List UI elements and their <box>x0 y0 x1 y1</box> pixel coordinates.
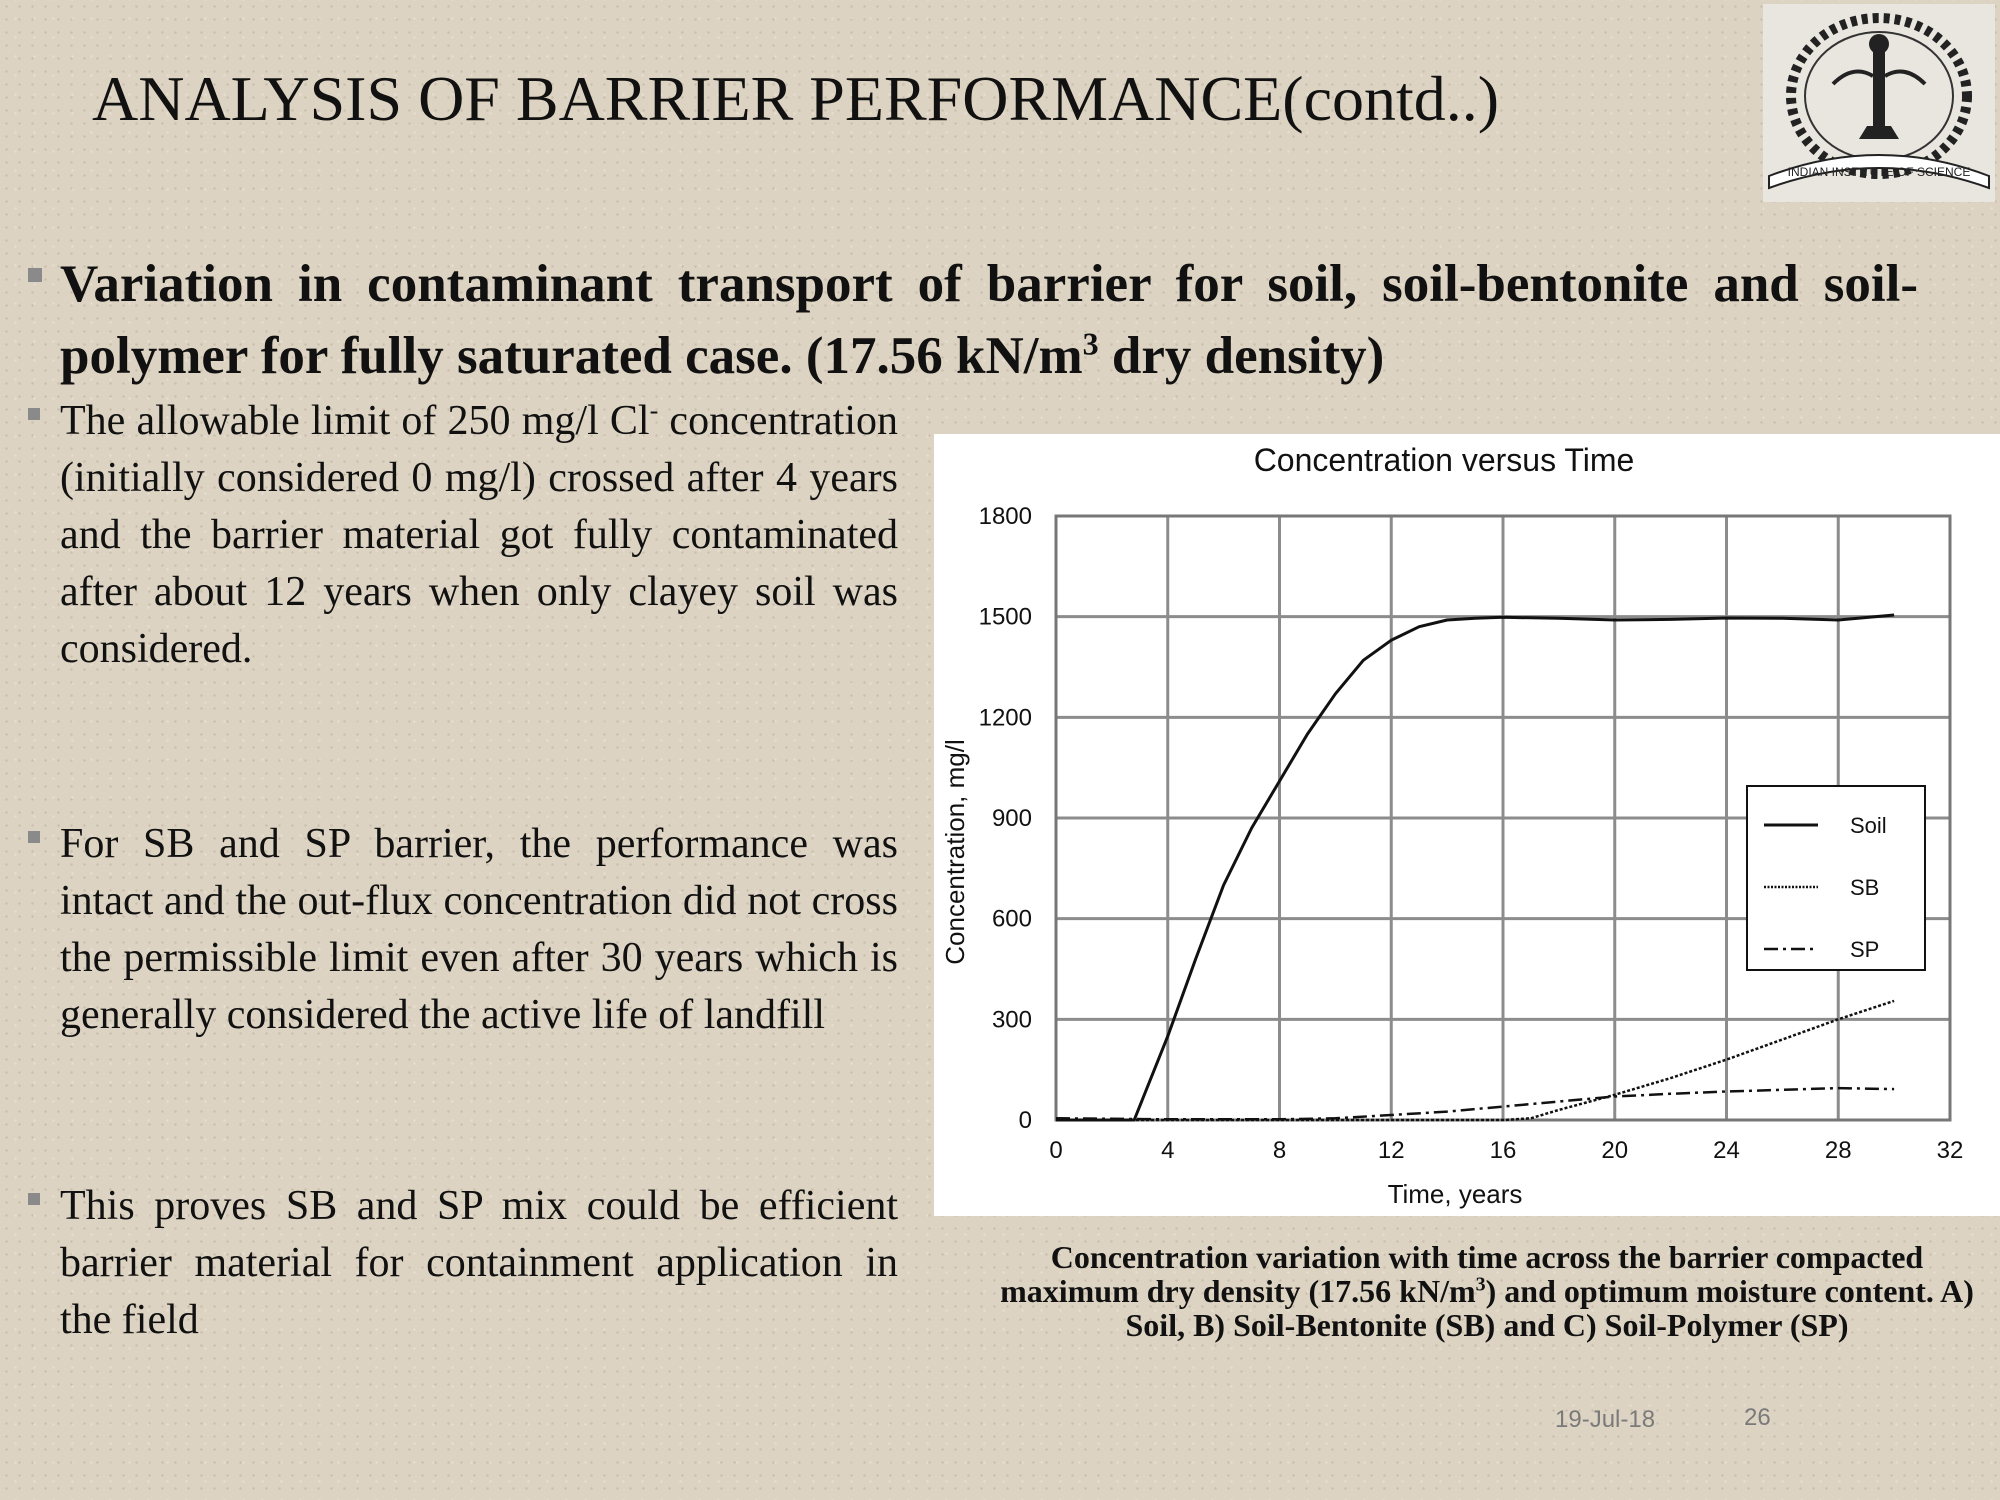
legend-label-sb: SB <box>1850 875 1879 900</box>
x-axis-title: Time, years <box>1388 1179 1523 1209</box>
institute-emblem-icon: INDIAN INSTITUTE OF SCIENCE <box>1768 13 1990 190</box>
bullet-allowable-limit: The allowable limit of 250 mg/l Cl- conc… <box>28 393 898 678</box>
x-tick-label: 16 <box>1490 1137 1517 1164</box>
x-tick-label: 28 <box>1825 1137 1852 1164</box>
page-number: 26 <box>1744 1404 1771 1431</box>
legend-box <box>1746 785 1926 971</box>
bullet-text: This proves SB and SP mix could be effic… <box>60 1183 898 1343</box>
x-tick-label: 0 <box>1049 1137 1062 1164</box>
bullet-text: For SB and SP barrier, the performance w… <box>60 821 898 1038</box>
headline-superscript: 3 <box>1082 325 1099 362</box>
y-tick-label: 900 <box>992 805 1032 832</box>
headline-text-end: dry density) <box>1098 327 1385 385</box>
y-tick-label: 1800 <box>979 503 1032 530</box>
x-tick-label: 12 <box>1378 1137 1405 1164</box>
legend-label-soil: Soil <box>1850 813 1887 838</box>
footer-date: 19-Jul-18 <box>1555 1406 1656 1433</box>
x-tick-label: 24 <box>1713 1137 1740 1164</box>
headline-bullet: Variation in contaminant transport of ba… <box>28 248 1918 392</box>
caption-text-part: Concentration variation with time across… <box>1000 1239 1924 1309</box>
y-tick-label: 1200 <box>979 704 1032 731</box>
chart-panel: Concentration versus Time 0 4 8 12 16 20 24 28 3… <box>934 434 2000 1216</box>
bullet-marker <box>28 268 42 282</box>
y-tick-label: 0 <box>1019 1107 1032 1134</box>
bullet-text-part: The allowable limit of 250 mg/l Cl <box>60 398 650 444</box>
y-tick-label: 600 <box>992 906 1032 933</box>
headline-text: Variation in contaminant transport of ba… <box>60 248 1918 392</box>
y-tick-label: 1500 <box>979 604 1032 631</box>
slide-title: ANALYSIS OF BARRIER PERFORMANCE(contd..) <box>92 63 1500 134</box>
series-line-sp <box>1055 1086 1895 1121</box>
chart-legend: Soil SB SP <box>1746 785 1926 971</box>
concentration-chart: Concentration versus Time 0 4 8 12 16 20 24 28 3… <box>940 442 1964 1209</box>
legend-label-sp: SP <box>1850 937 1879 962</box>
x-tick-label: 32 <box>1937 1137 1964 1164</box>
chart-title: Concentration versus Time <box>1254 442 1635 478</box>
y-axis-title: Concentration, mg/l <box>940 739 970 964</box>
bullet-conclusion: This proves SB and SP mix could be effic… <box>28 1178 898 1349</box>
bullet-marker <box>28 408 40 420</box>
caption-superscript: 3 <box>1475 1273 1486 1296</box>
x-tick-label: 20 <box>1601 1137 1628 1164</box>
caption-text-end: ) and optimum moisture content. A) Soil,… <box>1125 1273 1974 1343</box>
figure-caption: Concentration variation with time across… <box>990 1240 1984 1342</box>
bullet-sb-sp-performance: For SB and SP barrier, the performance w… <box>28 816 898 1044</box>
x-tick-label: 8 <box>1273 1137 1286 1164</box>
bullet-text: The allowable limit of 250 mg/l Cl- conc… <box>60 393 898 678</box>
headline-text-part: Variation in contaminant transport of ba… <box>60 255 1918 385</box>
bullet-marker <box>28 1193 40 1205</box>
logo-text: INDIAN INSTITUTE OF SCIENCE <box>1788 165 1971 179</box>
bullet-marker <box>28 831 40 843</box>
institute-logo: INDIAN INSTITUTE OF SCIENCE <box>1763 4 1995 202</box>
y-tick-label: 300 <box>992 1006 1032 1033</box>
bullet-text-end: concentration (initially considered 0 mg… <box>60 398 898 672</box>
x-tick-label: 4 <box>1161 1137 1174 1164</box>
bullet-superscript: - <box>649 396 659 425</box>
series-line-soil <box>1056 613 1895 1122</box>
